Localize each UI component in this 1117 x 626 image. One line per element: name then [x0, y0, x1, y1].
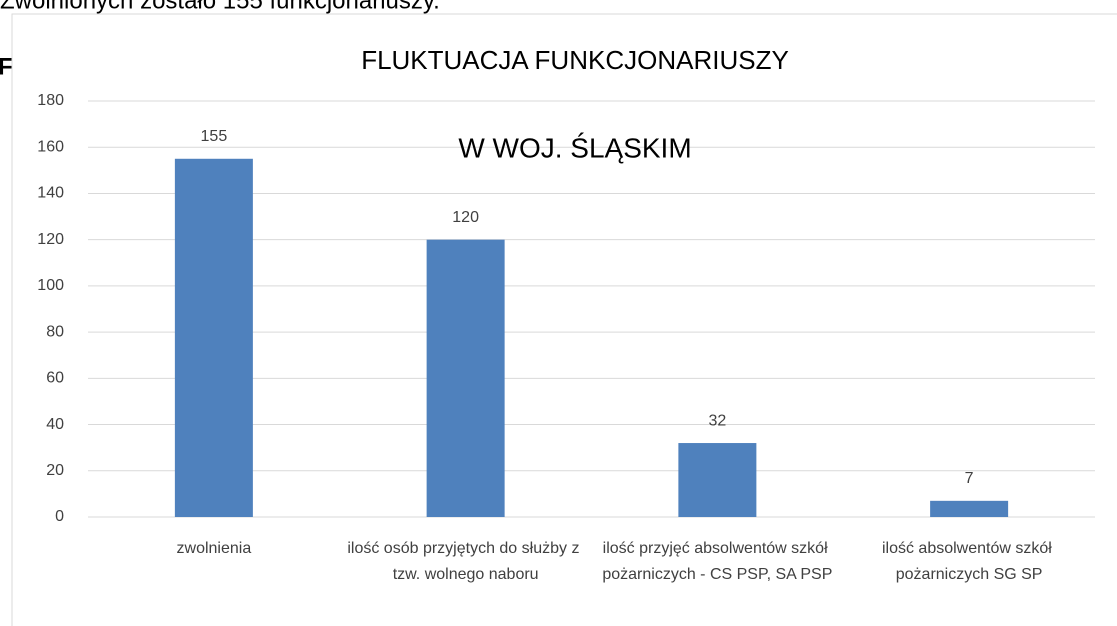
y-tick-label: 60 — [46, 370, 64, 387]
chart-subtitle: W WOJ. ŚLĄSKIM — [458, 131, 691, 163]
y-tick-label: 180 — [37, 92, 64, 109]
y-tick-label: 20 — [46, 462, 64, 479]
data-label: 120 — [452, 209, 479, 226]
left-fragment: F — [0, 53, 13, 80]
chart-title: FLUKTUACJA FUNKCJONARIUSZY — [361, 45, 789, 75]
data-label: 32 — [708, 412, 726, 429]
data-label: 7 — [965, 470, 974, 487]
y-tick-label: 120 — [37, 231, 64, 248]
bar — [678, 443, 757, 517]
x-tick-label: ilość absolwentów szkół pożarniczych SG … — [882, 540, 1056, 583]
x-tick-label: ilość osób przyjętych do służby z tzw. w… — [347, 540, 584, 583]
y-tick-label: 100 — [37, 277, 64, 294]
y-tick-label: 80 — [46, 323, 64, 340]
x-tick-label: ilość przyjęć absolwentów szkół pożarnic… — [602, 540, 832, 583]
bar — [426, 239, 505, 517]
data-label: 155 — [201, 128, 228, 145]
y-tick-label: 140 — [37, 185, 64, 202]
x-tick-label: zwolnienia — [177, 540, 252, 557]
y-tick-label: 160 — [37, 138, 64, 155]
y-tick-label: 40 — [46, 416, 64, 433]
top-text: Zwolnionych zostało 155 funkcjonariuszy. — [0, 0, 440, 14]
y-tick-label: 0 — [55, 508, 64, 525]
plot: 0 20 40 60 80 100 120 140 160 180 zwolnienia 155 ilo… — [37, 92, 1095, 583]
bar — [930, 500, 1009, 517]
bar — [174, 158, 253, 517]
